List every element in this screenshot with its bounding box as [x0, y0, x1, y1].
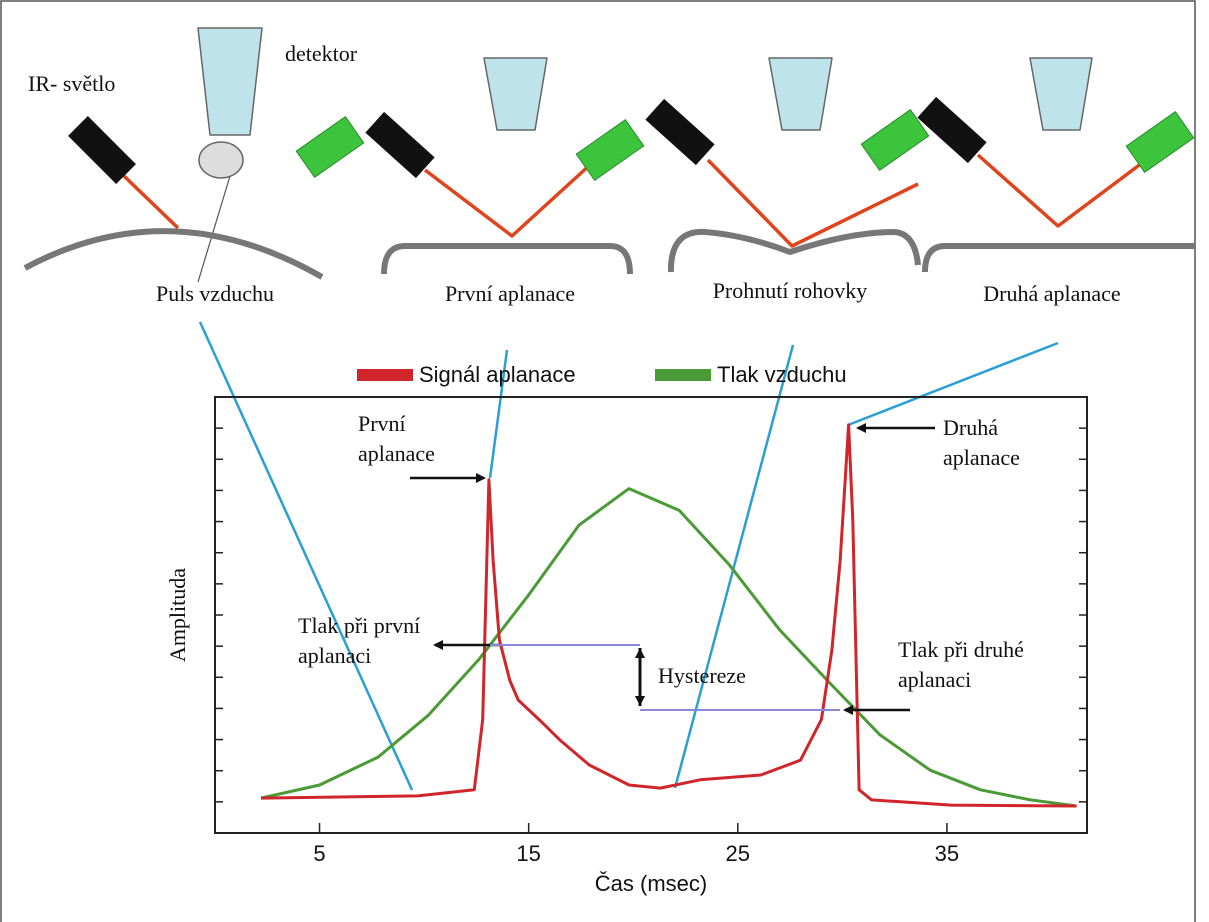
- annotation: Tlak při druhé: [898, 637, 1024, 662]
- ir-beam: [706, 158, 919, 248]
- cornea: [922, 243, 1195, 273]
- detector: [197, 27, 263, 136]
- series-line: [260, 487, 1077, 808]
- y-axis-label: Amplituda: [165, 568, 190, 662]
- x-tick-label: 35: [935, 841, 959, 866]
- source-label: IR- světlo: [28, 71, 115, 96]
- cornea: [667, 228, 921, 273]
- cornea: [23, 228, 324, 280]
- connector: [847, 341, 1059, 427]
- annotation: aplanaci: [298, 643, 371, 668]
- ir-beam: [423, 161, 594, 238]
- legend-label: Signál aplanace: [419, 362, 576, 387]
- panel-label: Prohnutí rohovky: [713, 278, 868, 303]
- ir-beam: [976, 153, 1144, 228]
- panel-label: První aplanace: [445, 281, 575, 306]
- x-tick-label: 25: [726, 841, 750, 866]
- detector: [483, 57, 548, 131]
- ir-beam: [122, 174, 180, 230]
- sensor: [860, 109, 930, 171]
- connectors: [198, 321, 1059, 791]
- emitter: [365, 111, 435, 179]
- x-axis-label: Čas (msec): [595, 871, 707, 896]
- connector: [673, 344, 795, 789]
- connector: [198, 321, 414, 791]
- series-line: [260, 423, 1077, 808]
- x-tick-label: 5: [313, 841, 325, 866]
- sensor: [575, 119, 645, 181]
- sensor: [1125, 111, 1195, 173]
- emitter: [917, 96, 987, 164]
- air-puff: [198, 141, 244, 179]
- annotation: Druhá: [943, 415, 998, 440]
- annotation: První: [358, 411, 406, 436]
- detector: [768, 57, 833, 131]
- detector-label: detektor: [285, 41, 358, 66]
- annotation: aplanaci: [898, 667, 971, 692]
- annotation: Tlak při první: [298, 613, 420, 638]
- legend-swatch: [655, 369, 711, 381]
- annotation: Hystereze: [658, 663, 746, 688]
- schematic: [23, 27, 1195, 283]
- connector: [488, 349, 509, 479]
- annotation: aplanace: [943, 445, 1020, 470]
- legend-label: Tlak vzduchu: [717, 362, 847, 387]
- emitter: [68, 116, 136, 184]
- panel-label: Puls vzduchu: [156, 281, 274, 306]
- chart: 5 15 25 35 Čas (msec) Amplituda Signál aplanac…: [165, 362, 1088, 896]
- detector: [1029, 57, 1093, 131]
- annotation: aplanace: [358, 441, 435, 466]
- sensor: [295, 116, 365, 178]
- legend-swatch: [357, 369, 413, 381]
- emitter: [645, 98, 715, 166]
- x-tick-label: 15: [516, 841, 540, 866]
- cornea: [381, 243, 633, 275]
- panel-label: Druhá aplanace: [983, 281, 1120, 306]
- pointer: [197, 175, 231, 283]
